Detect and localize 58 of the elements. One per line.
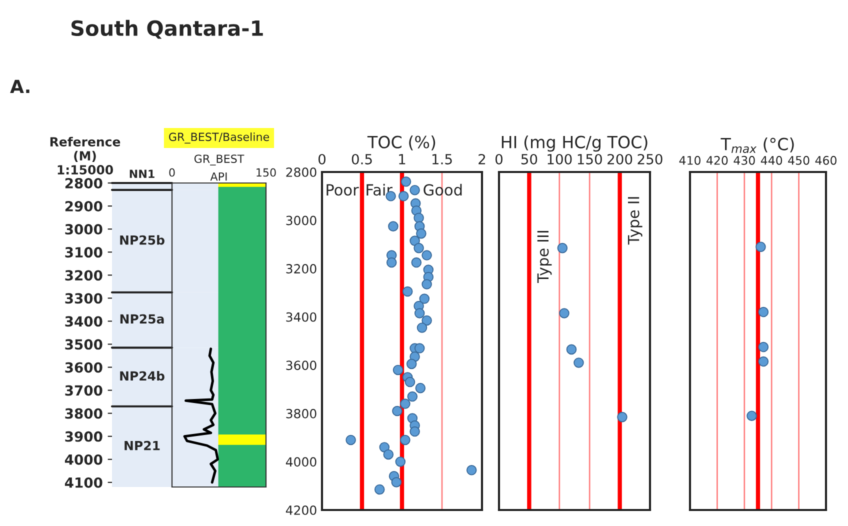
x-tick-label: 440	[760, 156, 782, 165]
x-tick-label: 1	[399, 154, 406, 164]
text: GR_BEST	[194, 154, 244, 166]
y-tick-label: 4100	[64, 477, 102, 488]
y-tick-label: 3900	[65, 431, 102, 442]
x-tick-label: 50	[521, 154, 538, 164]
x-axis-title: HI (mg HC/g TOC)	[502, 135, 648, 152]
band-label: NP25a	[120, 314, 164, 324]
x-tick-label: 150	[256, 168, 276, 177]
x-tick-label: 100	[548, 154, 572, 164]
y-tick-label: 3000	[65, 224, 102, 235]
x-tick-label: 460	[815, 156, 836, 165]
y-tick-label: 2800	[65, 178, 102, 188]
y-tick-label: 3100	[65, 247, 102, 258]
x-tick-label: 0	[318, 154, 326, 164]
x-tick-label: 420	[706, 156, 728, 165]
band-label: NP25b	[120, 235, 164, 245]
y-tick-label: 4000	[286, 457, 316, 467]
band-label: NN1	[130, 170, 154, 178]
y-tick-label: 3800	[65, 408, 102, 419]
y-tick-label: 3300	[65, 293, 102, 304]
x-tick-label: 1.5	[432, 154, 452, 164]
y-tick-label: 3200	[65, 270, 102, 281]
y-tick-label: 3700	[65, 385, 102, 396]
text: A.	[10, 80, 30, 93]
x-tick-label: 0.5	[352, 154, 372, 164]
x-axis-title: TOC (%)	[367, 135, 436, 150]
y-tick-label: 2900	[65, 201, 102, 212]
annotation: Poor	[326, 184, 359, 196]
y-tick-label: 3600	[65, 362, 102, 373]
y-tick-label: 3800	[286, 408, 316, 418]
y-tick-label: 3000	[286, 216, 316, 226]
annotation: Type II	[628, 197, 642, 245]
x-axis-title: API	[210, 172, 227, 181]
y-tick-label: 4200	[286, 505, 316, 515]
x-tick-label: 0	[495, 154, 502, 164]
y-tick-label: 3400	[286, 312, 316, 322]
x-tick-label: 410	[679, 156, 700, 165]
y-tick-label: 3400	[65, 316, 102, 327]
band-label: NP24b	[120, 370, 164, 381]
chart-title: South Qantara-1	[71, 20, 263, 39]
y-axis-title: Reference (M) 1:15000	[50, 136, 120, 174]
x-axis-title: T$_{max}$ (°C)	[720, 137, 794, 154]
y-tick-label: 3500	[65, 339, 102, 350]
x-tick-label: 450	[788, 156, 810, 165]
x-tick-label: 2	[478, 154, 486, 164]
annotation: Type III	[537, 230, 552, 283]
chart-subtitle: GR_BEST/Baseline	[169, 132, 270, 144]
y-tick-label: 3200	[286, 264, 316, 274]
x-tick-label: 250	[638, 154, 662, 164]
y-tick-label: 4000	[64, 454, 102, 465]
x-tick-label: 200	[608, 154, 632, 164]
y-tick-label: 3600	[286, 360, 316, 370]
x-tick-label: 430	[734, 156, 755, 165]
band-label: NP21	[124, 440, 160, 450]
x-tick-label: 150	[578, 154, 602, 164]
x-tick-label: 0	[169, 168, 175, 177]
y-tick-label: 2800	[286, 167, 316, 177]
